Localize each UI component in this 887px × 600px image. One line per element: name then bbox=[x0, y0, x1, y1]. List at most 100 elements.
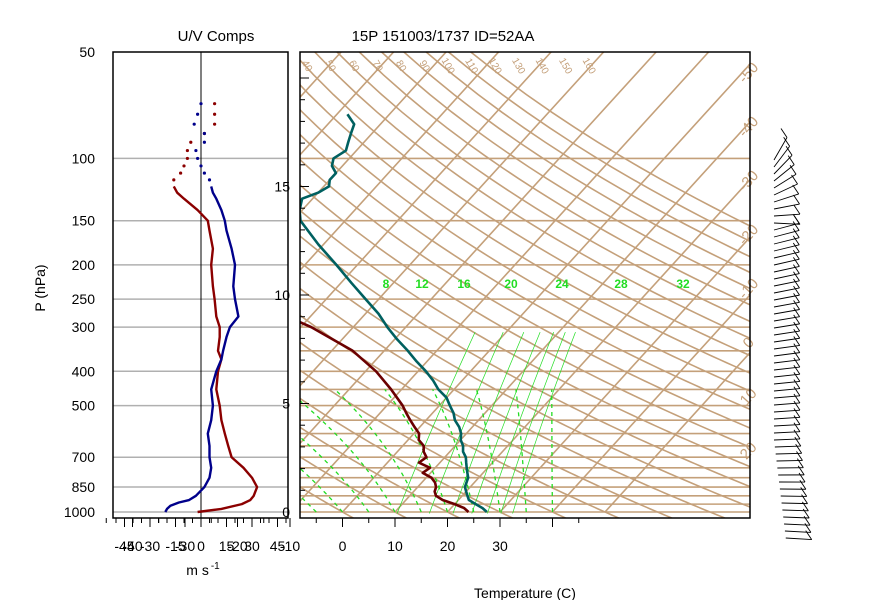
isotherm bbox=[300, 52, 552, 330]
wind-barb-flag bbox=[793, 194, 800, 205]
dry-adiabat-label: 120 bbox=[486, 56, 504, 76]
wind-barbs bbox=[773, 128, 813, 541]
moist-adiabat bbox=[515, 389, 527, 513]
dry-adiabat-label: 60 bbox=[346, 59, 361, 75]
dry-adiabat bbox=[300, 209, 750, 468]
uv-xlabel-units: m s bbox=[186, 562, 209, 578]
wind-barb-flag bbox=[793, 293, 800, 303]
wind-barb bbox=[773, 203, 800, 210]
isotherm bbox=[300, 52, 342, 99]
uv-y-tick-label: 1000 bbox=[64, 504, 95, 520]
uv-y-tick-label: 200 bbox=[72, 257, 96, 273]
dry-adiabat-label: 100 bbox=[439, 56, 457, 76]
wind-barb-flag bbox=[793, 271, 800, 282]
dry-adiabat-lines bbox=[0, 52, 750, 519]
height-tick-label: 0 bbox=[282, 504, 290, 520]
mixing-ratio-line bbox=[500, 332, 566, 514]
wind-barb-flag bbox=[793, 343, 801, 353]
wind-barb-flag bbox=[793, 204, 801, 215]
uv-series-point-1 bbox=[194, 148, 198, 153]
wind-barb-flag bbox=[793, 400, 801, 411]
uv-x-tick-label: 30 bbox=[244, 538, 260, 554]
height-tick-label: 15 bbox=[274, 179, 290, 195]
mixing-ratio-label: 32 bbox=[676, 277, 690, 291]
wind-barb-flag bbox=[800, 487, 808, 497]
uv-series-point-1 bbox=[202, 171, 206, 175]
sounding-profiles bbox=[300, 113, 488, 513]
dry-adiabat-label: 140 bbox=[533, 56, 551, 76]
skew-temperature-label: -20 bbox=[735, 221, 762, 248]
uv-frame bbox=[112, 51, 289, 519]
uv-series-point-1 bbox=[196, 156, 200, 161]
wind-barb-flag bbox=[796, 451, 803, 461]
wind-barb-flag bbox=[792, 184, 800, 195]
temperature-tick-label: 30 bbox=[492, 538, 508, 554]
wind-barb-flag bbox=[789, 164, 797, 175]
dry-adiabat bbox=[300, 183, 750, 448]
temperature-tick-label: 0 bbox=[339, 538, 347, 554]
dry-adiabat-label: 50 bbox=[323, 59, 338, 75]
uv-y-tick-label: 850 bbox=[72, 479, 96, 495]
wind-barb-flag bbox=[793, 408, 801, 418]
dry-adiabat-label: 110 bbox=[462, 57, 480, 77]
wind-barb-flag bbox=[802, 508, 810, 519]
isotherm bbox=[341, 63, 750, 513]
uv-x-tick-label: -45 bbox=[114, 538, 134, 554]
uv-series-point-0 bbox=[213, 102, 217, 106]
temperature-tick-label: -30 bbox=[175, 538, 195, 554]
dry-adiabat bbox=[300, 287, 727, 518]
uv-series-point-1 bbox=[199, 164, 203, 168]
dry-adiabat bbox=[0, 52, 196, 519]
uv-x-tick-labels: -45 -30 -15 0 15 30 45 bbox=[114, 518, 287, 554]
wind-barb-flag bbox=[785, 146, 793, 156]
uv-panel: U/V Comps P (hPa) m s -1 5010015020025030… bbox=[32, 28, 289, 578]
moist-adiabat bbox=[141, 389, 290, 512]
wind-barb-flag bbox=[798, 472, 806, 483]
height-tick-label: 5 bbox=[282, 396, 290, 412]
moist-adiabat bbox=[300, 467, 343, 513]
wind-barb-flag bbox=[804, 523, 812, 533]
dry-adiabat bbox=[300, 426, 462, 518]
dry-adiabat bbox=[300, 235, 750, 488]
sounding-line-0 bbox=[300, 113, 488, 513]
wind-barb-flag bbox=[792, 235, 800, 246]
wind-barb-flag bbox=[801, 494, 808, 504]
wind-barb-flag bbox=[799, 479, 807, 490]
temperature-tick-label: -40 bbox=[122, 538, 142, 554]
uv-x-tick-label: 0 bbox=[197, 538, 205, 554]
uv-series-point-1 bbox=[207, 178, 212, 182]
wind-barb-flag bbox=[793, 307, 801, 317]
wind-barb-flag bbox=[793, 379, 801, 389]
height-km-axis: 0 5 10 15 bbox=[274, 77, 309, 520]
uv-series-point-0 bbox=[213, 112, 217, 116]
mixing-ratio-line bbox=[487, 332, 555, 514]
skew-temperature-label: -50 bbox=[735, 59, 762, 86]
dry-adiabat bbox=[300, 486, 355, 518]
uv-series-point-1 bbox=[202, 131, 206, 136]
moist-adiabat bbox=[334, 388, 422, 513]
wind-barb-flag bbox=[793, 264, 800, 274]
wind-barb-flag bbox=[791, 174, 798, 185]
dry-adiabat-label: 130 bbox=[509, 56, 527, 76]
mixing-ratio-label: 16 bbox=[457, 277, 471, 291]
moist-adiabat bbox=[432, 389, 475, 513]
wind-barb-flag bbox=[792, 228, 800, 238]
uv-series-point-1 bbox=[202, 140, 206, 144]
uv-y-tick-label: 100 bbox=[72, 150, 96, 166]
uv-series-point-0 bbox=[189, 140, 193, 144]
wind-barb-flag bbox=[793, 415, 801, 425]
uv-y-tick-label: 150 bbox=[72, 213, 96, 229]
uv-series-point-0 bbox=[185, 148, 189, 153]
uv-y-tick-label: 50 bbox=[79, 44, 95, 60]
uv-series-point-0 bbox=[182, 164, 186, 168]
mixing-ratio-label: 12 bbox=[415, 277, 429, 291]
wind-barb bbox=[773, 193, 799, 203]
uv-title: U/V Comps bbox=[178, 28, 255, 45]
skewt-xlabel: Temperature (C) bbox=[474, 585, 576, 600]
isotherm bbox=[0, 52, 26, 512]
dry-adiabat-label: 90 bbox=[417, 59, 432, 75]
wind-barb bbox=[773, 145, 791, 168]
wind-barb-flag bbox=[802, 501, 809, 512]
